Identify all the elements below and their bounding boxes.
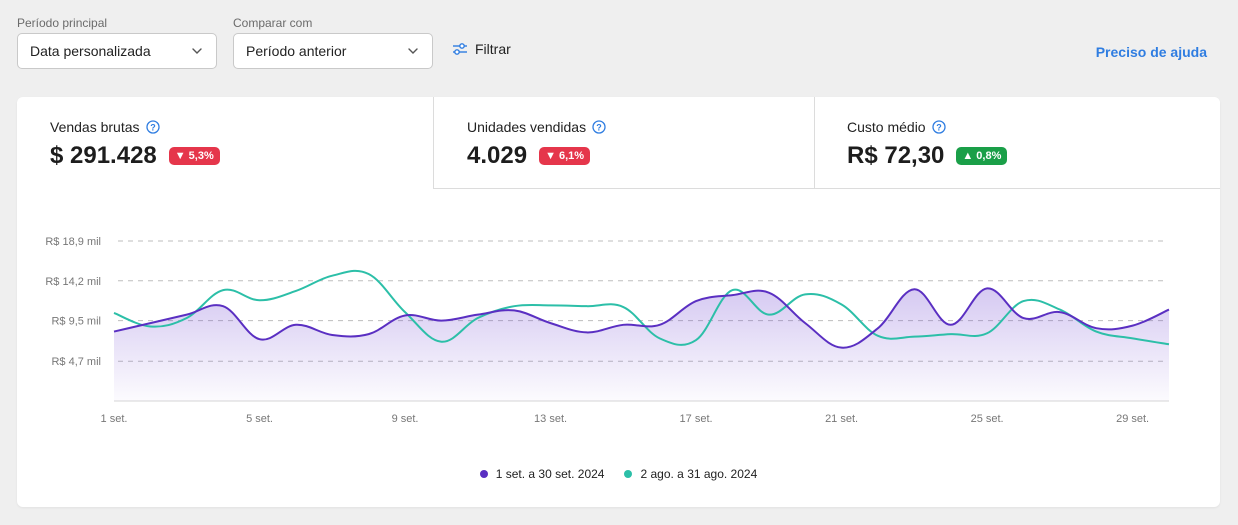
primary-period-value: Data personalizada <box>30 43 151 59</box>
primary-period-label: Período principal <box>17 16 108 30</box>
metric-value: R$ 72,30 <box>847 142 945 169</box>
x-tick-label: 5 set. <box>246 413 273 425</box>
metric-title: Unidades vendidas <box>467 119 587 135</box>
x-tick-label: 17 set. <box>680 413 713 425</box>
x-tick-label: 9 set. <box>392 413 419 425</box>
chevron-down-icon <box>192 48 202 54</box>
svg-text:?: ? <box>150 123 156 133</box>
legend-label: 2 ago. a 31 ago. 2024 <box>640 467 758 481</box>
chevron-down-icon <box>408 48 418 54</box>
help-circle-icon[interactable]: ? <box>145 120 160 134</box>
legend-item-previous[interactable]: 2 ago. a 31 ago. 2024 <box>624 467 757 481</box>
arrow-down-icon: ▼ <box>545 150 556 162</box>
tab-average-cost[interactable]: Custo médio ? R$ 72,30 ▲ 0,8% <box>814 97 1220 189</box>
x-tick-label: 13 set. <box>534 413 567 425</box>
filter-label: Filtrar <box>475 41 511 57</box>
x-tick-label: 29 set. <box>1116 413 1149 425</box>
help-link[interactable]: Preciso de ajuda <box>1095 44 1207 60</box>
y-tick-label: R$ 14,2 mil <box>45 276 101 288</box>
sliders-icon <box>453 43 467 55</box>
x-tick-label: 25 set. <box>971 413 1004 425</box>
metric-tabs: Vendas brutas ? $ 291.428 ▼ 5,3% Unidades… <box>17 97 1220 189</box>
sales-card: Vendas brutas ? $ 291.428 ▼ 5,3% Unidades… <box>17 97 1220 507</box>
metric-title: Custo médio <box>847 119 926 135</box>
x-tick-label: 1 set. <box>101 413 128 425</box>
change-badge: ▼ 5,3% <box>168 147 220 165</box>
sales-line-chart: R$ 18,9 mil R$ 14,2 mil R$ 9,5 mil R$ 4,7 m… <box>45 236 1170 425</box>
tab-gross-sales[interactable]: Vendas brutas ? $ 291.428 ▼ 5,3% <box>17 97 433 189</box>
y-tick-label: R$ 18,9 mil <box>45 236 101 248</box>
filter-bar: Período principal Data personalizada Com… <box>0 0 1238 90</box>
change-badge: ▲ 0,8% <box>956 147 1008 165</box>
help-circle-icon[interactable]: ? <box>592 120 606 134</box>
x-tick-label: 21 set. <box>825 413 858 425</box>
svg-text:?: ? <box>936 123 942 133</box>
series-area-current <box>114 288 1169 401</box>
legend-label: 1 set. a 30 set. 2024 <box>495 467 605 481</box>
change-badge: ▼ 6,1% <box>539 147 591 165</box>
metric-value: $ 291.428 <box>50 142 157 169</box>
primary-period-select[interactable]: Data personalizada <box>17 33 217 69</box>
arrow-up-icon: ▲ <box>962 150 974 162</box>
legend-item-current[interactable]: 1 set. a 30 set. 2024 <box>479 467 605 481</box>
tab-units-sold[interactable]: Unidades vendidas ? 4.029 ▼ 6,1% <box>433 97 814 189</box>
series-line-current[interactable] <box>113 287 1170 349</box>
metric-title: Vendas brutas <box>50 119 140 135</box>
help-circle-icon[interactable]: ? <box>931 120 946 134</box>
svg-text:?: ? <box>596 123 602 133</box>
series-line-previous[interactable] <box>113 269 1170 346</box>
y-tick-label: R$ 4,7 mil <box>51 356 101 368</box>
filter-button[interactable]: Filtrar <box>452 41 511 57</box>
y-tick-label: R$ 9,5 mil <box>51 316 101 328</box>
compare-period-value: Período anterior <box>246 43 347 59</box>
chart-legend: 1 set. a 30 set. 2024 2 ago. a 31 ago. 2… <box>17 467 1220 481</box>
compare-period-select[interactable]: Período anterior <box>233 33 433 69</box>
arrow-down-icon: ▼ <box>174 150 186 162</box>
legend-swatch <box>479 470 488 478</box>
legend-swatch <box>624 470 633 478</box>
metric-value: 4.029 <box>467 142 528 169</box>
compare-period-label: Comparar com <box>233 16 313 30</box>
